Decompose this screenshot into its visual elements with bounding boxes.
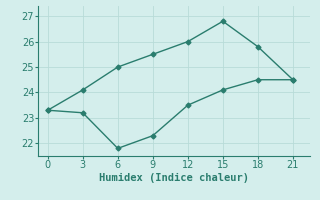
X-axis label: Humidex (Indice chaleur): Humidex (Indice chaleur): [100, 173, 249, 183]
